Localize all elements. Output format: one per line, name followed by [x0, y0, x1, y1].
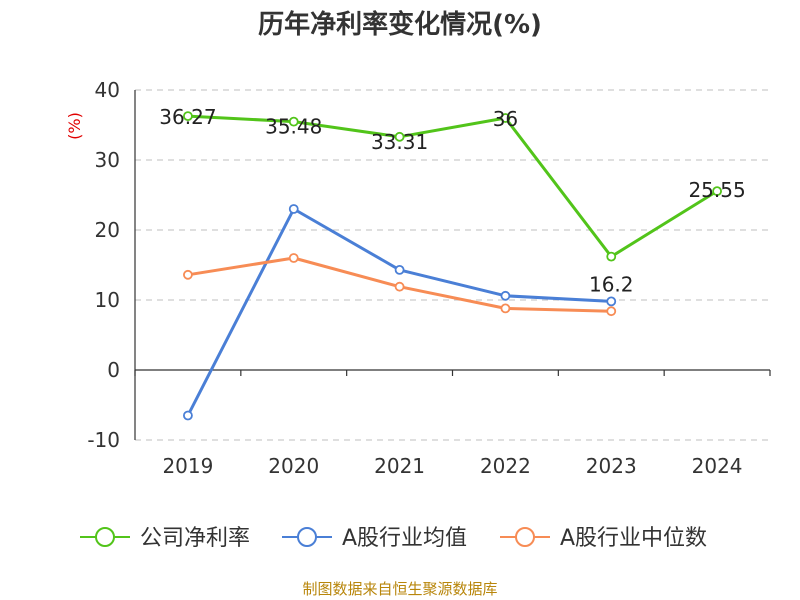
legend-label: A股行业均值	[342, 526, 467, 551]
x-tick-label: 2019	[162, 454, 213, 478]
data-point	[183, 410, 193, 421]
data-point	[394, 264, 405, 275]
legend-swatch-marker	[297, 527, 317, 547]
legend-swatch-marker	[95, 527, 115, 547]
y-tick-label: 10	[95, 288, 120, 312]
data-point	[500, 303, 511, 314]
data-point	[394, 131, 405, 142]
y-tick-label: 20	[95, 218, 120, 242]
data-label: 36.27	[159, 105, 216, 129]
gridlines	[135, 89, 770, 441]
x-tick-label: 2024	[692, 454, 743, 478]
x-tick-label: 2022	[480, 454, 531, 478]
legend-label: A股行业中位数	[560, 526, 707, 551]
y-tick-label: -10	[87, 428, 120, 452]
data-point	[183, 111, 193, 122]
y-tick-label: 30	[95, 148, 120, 172]
legend-swatch-marker	[515, 527, 535, 547]
data-label: 33.31	[371, 130, 428, 154]
data-point	[712, 186, 722, 197]
data-label: 25.55	[688, 178, 745, 202]
data-point	[606, 306, 617, 317]
legend-label: 公司净利率	[140, 526, 250, 551]
data-point	[183, 269, 193, 280]
y-tick-label: 40	[95, 78, 120, 102]
series-line-2	[186, 207, 612, 417]
data-label: 35.48	[265, 115, 322, 139]
data-point	[288, 253, 299, 263]
y-tick-label: 0	[107, 358, 120, 382]
legend: 公司净利率 A股行业均值 A股行业中位数	[80, 526, 707, 551]
series-lines	[183, 111, 722, 421]
data-label: 16.2	[589, 273, 634, 297]
axes: -10 0 10 20 30 40 2019 2020 2021 2022 2023 2024	[87, 78, 771, 478]
data-labels: 36.27 35.48 33.31 36 16.2 25.55	[159, 105, 745, 296]
data-point	[288, 204, 299, 214]
x-tick-label: 2023	[586, 454, 637, 478]
series-line-1	[187, 114, 718, 259]
chart-title: 历年净利率变化情况(%)	[258, 9, 542, 40]
data-point	[500, 290, 511, 301]
x-tick-label: 2021	[374, 454, 425, 478]
source-note: 制图数据来自恒生聚源数据库	[302, 580, 497, 598]
data-point	[288, 116, 299, 127]
x-tick-label: 2020	[268, 454, 319, 478]
data-point	[606, 296, 617, 307]
y-axis-label: (%)	[65, 112, 84, 140]
data-point	[606, 251, 617, 262]
data-point	[394, 281, 405, 292]
data-point	[500, 113, 511, 123]
data-label: 36	[493, 107, 518, 131]
